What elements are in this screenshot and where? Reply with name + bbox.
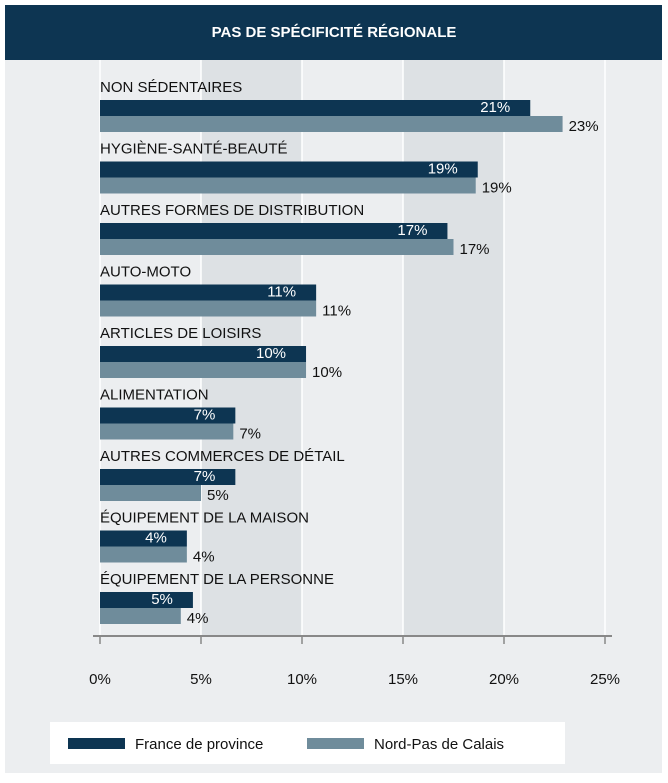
value-label: 5% (207, 487, 229, 504)
value-label: 10% (312, 364, 342, 381)
value-label: 17% (460, 241, 490, 258)
bar (100, 177, 476, 194)
bar (100, 485, 201, 501)
header (5, 5, 662, 60)
value-label: 11% (267, 283, 296, 300)
value-label: 7% (194, 468, 216, 485)
value-label: 4% (187, 610, 209, 627)
panel (5, 5, 662, 773)
legend-swatch (68, 738, 125, 749)
value-label: 4% (145, 529, 167, 546)
bar (100, 161, 478, 178)
category-label: ÉQUIPEMENT DE LA MAISON (100, 509, 309, 526)
x-tick-label: 25% (590, 671, 620, 688)
value-label: 23% (569, 118, 599, 135)
bar (100, 284, 317, 301)
bar (100, 469, 236, 485)
bar (100, 362, 307, 378)
bar (100, 100, 531, 116)
value-label: 11% (322, 302, 351, 319)
bar (100, 608, 181, 624)
category-label: HYGIÈNE-SANTÉ-BEAUTÉ (100, 140, 288, 157)
band (403, 60, 504, 636)
x-tick-label: 15% (388, 671, 418, 688)
category-label: AUTO-MOTO (100, 263, 191, 280)
category-label: ALIMENTATION (100, 386, 209, 403)
bar (100, 239, 454, 255)
value-label: 19% (482, 179, 512, 196)
x-tick-label: 5% (190, 671, 212, 688)
bar (100, 346, 307, 362)
category-label: NON SÉDENTAIRES (100, 79, 242, 96)
value-label: 21% (480, 99, 510, 116)
value-label: 17% (397, 222, 427, 239)
category-label: AUTRES FORMES DE DISTRIBUTION (100, 202, 364, 219)
legend-swatch (307, 738, 364, 749)
value-label: 19% (428, 160, 458, 177)
bar (100, 423, 234, 440)
category-label: ÉQUIPEMENT DE LA PERSONNE (100, 571, 334, 588)
x-tick-label: 20% (489, 671, 519, 688)
bar (100, 592, 193, 608)
chart-title: PAS DE SPÉCIFICITÉ RÉGIONALE (212, 24, 457, 41)
value-label: 7% (194, 406, 216, 423)
bar (100, 116, 563, 132)
bar (100, 300, 317, 317)
category-label: ARTICLES DE LOISIRS (100, 325, 261, 342)
value-label: 7% (239, 425, 261, 442)
bar (100, 407, 236, 424)
bar (100, 530, 187, 547)
bar (100, 223, 448, 239)
value-label: 4% (193, 548, 215, 565)
x-tick-label: 0% (89, 671, 111, 688)
x-tick-label: 10% (287, 671, 317, 688)
legend-label: Nord-Pas de Calais (374, 736, 504, 753)
legend-label: France de province (135, 736, 263, 753)
bar (100, 546, 187, 563)
category-label: AUTRES COMMERCES DE DÉTAIL (100, 448, 345, 465)
value-label: 10% (256, 345, 286, 362)
value-label: 5% (151, 591, 173, 608)
